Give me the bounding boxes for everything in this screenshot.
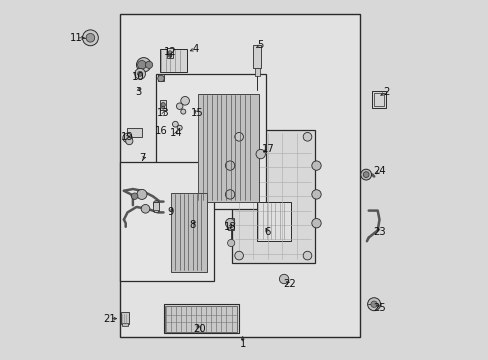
Text: 15: 15 xyxy=(191,108,203,118)
Bar xyxy=(152,202,159,211)
Text: 13: 13 xyxy=(157,108,169,118)
Text: 14: 14 xyxy=(169,128,182,138)
Ellipse shape xyxy=(234,251,243,260)
Ellipse shape xyxy=(172,121,178,127)
Ellipse shape xyxy=(145,61,152,68)
Text: 19: 19 xyxy=(121,132,134,142)
Ellipse shape xyxy=(234,132,243,141)
Ellipse shape xyxy=(181,96,189,105)
Ellipse shape xyxy=(370,301,377,307)
Ellipse shape xyxy=(137,71,142,76)
Bar xyxy=(373,93,384,106)
Ellipse shape xyxy=(136,58,151,72)
Ellipse shape xyxy=(225,219,234,228)
Text: 5: 5 xyxy=(257,40,264,50)
Bar xyxy=(120,162,213,281)
Ellipse shape xyxy=(168,51,171,54)
Text: 22: 22 xyxy=(283,279,295,289)
Text: 9: 9 xyxy=(167,207,174,217)
Ellipse shape xyxy=(181,109,185,114)
Ellipse shape xyxy=(122,133,132,143)
Ellipse shape xyxy=(168,54,171,57)
Ellipse shape xyxy=(225,190,234,199)
Bar xyxy=(122,323,128,326)
Ellipse shape xyxy=(311,190,321,199)
Text: 11: 11 xyxy=(69,33,82,43)
Bar xyxy=(120,14,359,337)
Text: 2: 2 xyxy=(383,87,389,97)
Bar xyxy=(121,312,129,324)
Bar xyxy=(371,91,385,108)
Ellipse shape xyxy=(153,201,159,206)
Bar xyxy=(253,45,261,68)
Bar xyxy=(228,218,233,230)
Ellipse shape xyxy=(279,274,288,284)
Text: 24: 24 xyxy=(372,166,385,176)
Text: 4: 4 xyxy=(192,44,199,54)
Bar xyxy=(254,68,260,76)
Text: 7: 7 xyxy=(139,153,145,163)
Bar xyxy=(231,130,314,263)
Text: 18: 18 xyxy=(224,222,236,232)
Ellipse shape xyxy=(303,251,311,260)
Text: 21: 21 xyxy=(103,314,116,324)
Ellipse shape xyxy=(162,106,164,109)
Bar xyxy=(160,49,186,72)
Ellipse shape xyxy=(303,132,311,141)
Ellipse shape xyxy=(311,219,321,228)
Bar xyxy=(127,128,142,137)
Ellipse shape xyxy=(161,103,165,107)
Ellipse shape xyxy=(86,33,95,42)
Ellipse shape xyxy=(141,204,149,213)
Bar xyxy=(156,74,265,209)
Ellipse shape xyxy=(311,161,321,170)
Ellipse shape xyxy=(134,68,145,79)
Bar xyxy=(165,306,237,332)
Text: 12: 12 xyxy=(164,47,177,57)
Text: 10: 10 xyxy=(132,72,144,82)
Text: 6: 6 xyxy=(264,227,270,237)
Ellipse shape xyxy=(176,103,183,109)
Text: 3: 3 xyxy=(135,87,141,97)
Text: 1: 1 xyxy=(239,339,245,349)
Ellipse shape xyxy=(367,298,380,311)
Bar xyxy=(163,304,239,333)
Ellipse shape xyxy=(177,125,182,130)
Ellipse shape xyxy=(137,189,146,199)
Bar xyxy=(170,193,206,272)
Ellipse shape xyxy=(256,149,265,159)
Ellipse shape xyxy=(137,60,146,69)
Text: 17: 17 xyxy=(261,144,274,154)
Bar xyxy=(167,48,172,58)
Text: 20: 20 xyxy=(193,324,205,334)
Bar xyxy=(153,210,158,212)
Text: 8: 8 xyxy=(189,220,195,230)
Bar xyxy=(160,100,166,110)
Ellipse shape xyxy=(227,239,234,247)
Ellipse shape xyxy=(158,75,164,82)
Text: 16: 16 xyxy=(155,126,168,136)
Bar xyxy=(158,74,163,81)
Bar xyxy=(257,202,291,241)
Ellipse shape xyxy=(125,138,133,145)
Text: 25: 25 xyxy=(372,303,385,313)
Ellipse shape xyxy=(225,161,234,170)
Ellipse shape xyxy=(131,193,138,199)
Text: 23: 23 xyxy=(372,227,385,237)
Ellipse shape xyxy=(82,30,98,46)
Bar xyxy=(197,94,258,202)
Ellipse shape xyxy=(360,169,371,180)
Ellipse shape xyxy=(363,172,368,177)
